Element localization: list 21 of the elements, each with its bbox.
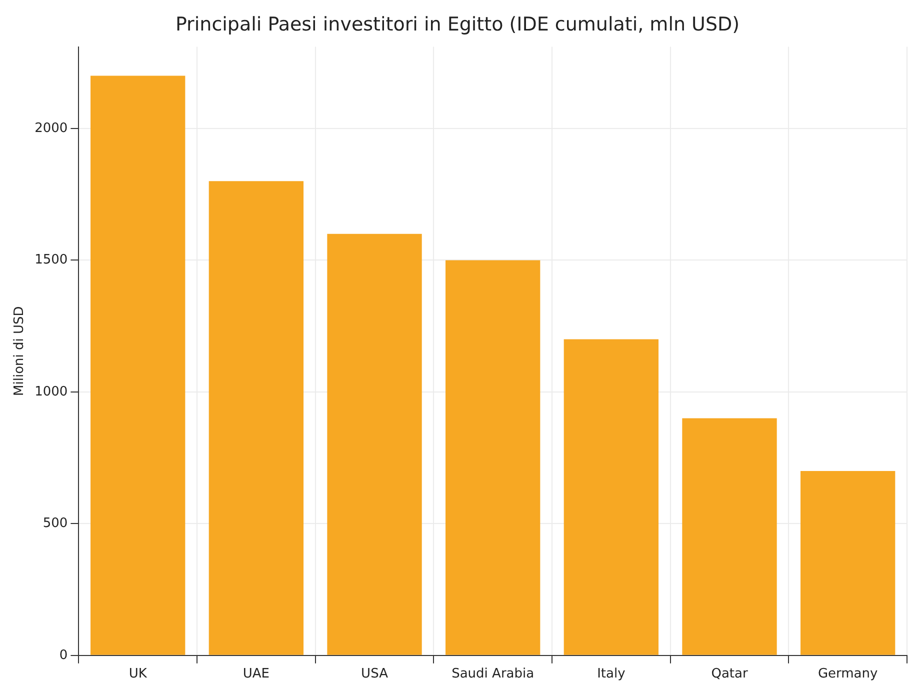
x-tick-label: Italy (597, 666, 626, 682)
bar (564, 339, 659, 655)
bar (800, 470, 896, 655)
y-tick-label: 1000 (34, 384, 68, 400)
y-tick-label: 0 (59, 648, 68, 663)
x-tick-label: UAE (242, 666, 270, 682)
x-tick-label: Saudi Arabia (452, 666, 534, 682)
y-tick-label: 2000 (34, 120, 68, 136)
bar (208, 181, 304, 655)
bar (446, 260, 540, 655)
x-tick-label: Qatar (711, 666, 748, 682)
bar (90, 76, 186, 655)
bar (682, 418, 777, 655)
x-tick-label: UK (128, 666, 148, 682)
x-tick-label: Germany (818, 666, 878, 682)
x-tick-label: USA (361, 666, 388, 682)
y-tick-label: 500 (42, 516, 68, 532)
y-tick-label: 1500 (34, 252, 68, 268)
bar (327, 234, 422, 655)
y-axis-title: Milioni di USD (12, 306, 28, 396)
chart-title: Principali Paesi investitori in Egitto (IDE cumulati, mln USD) (175, 13, 740, 36)
